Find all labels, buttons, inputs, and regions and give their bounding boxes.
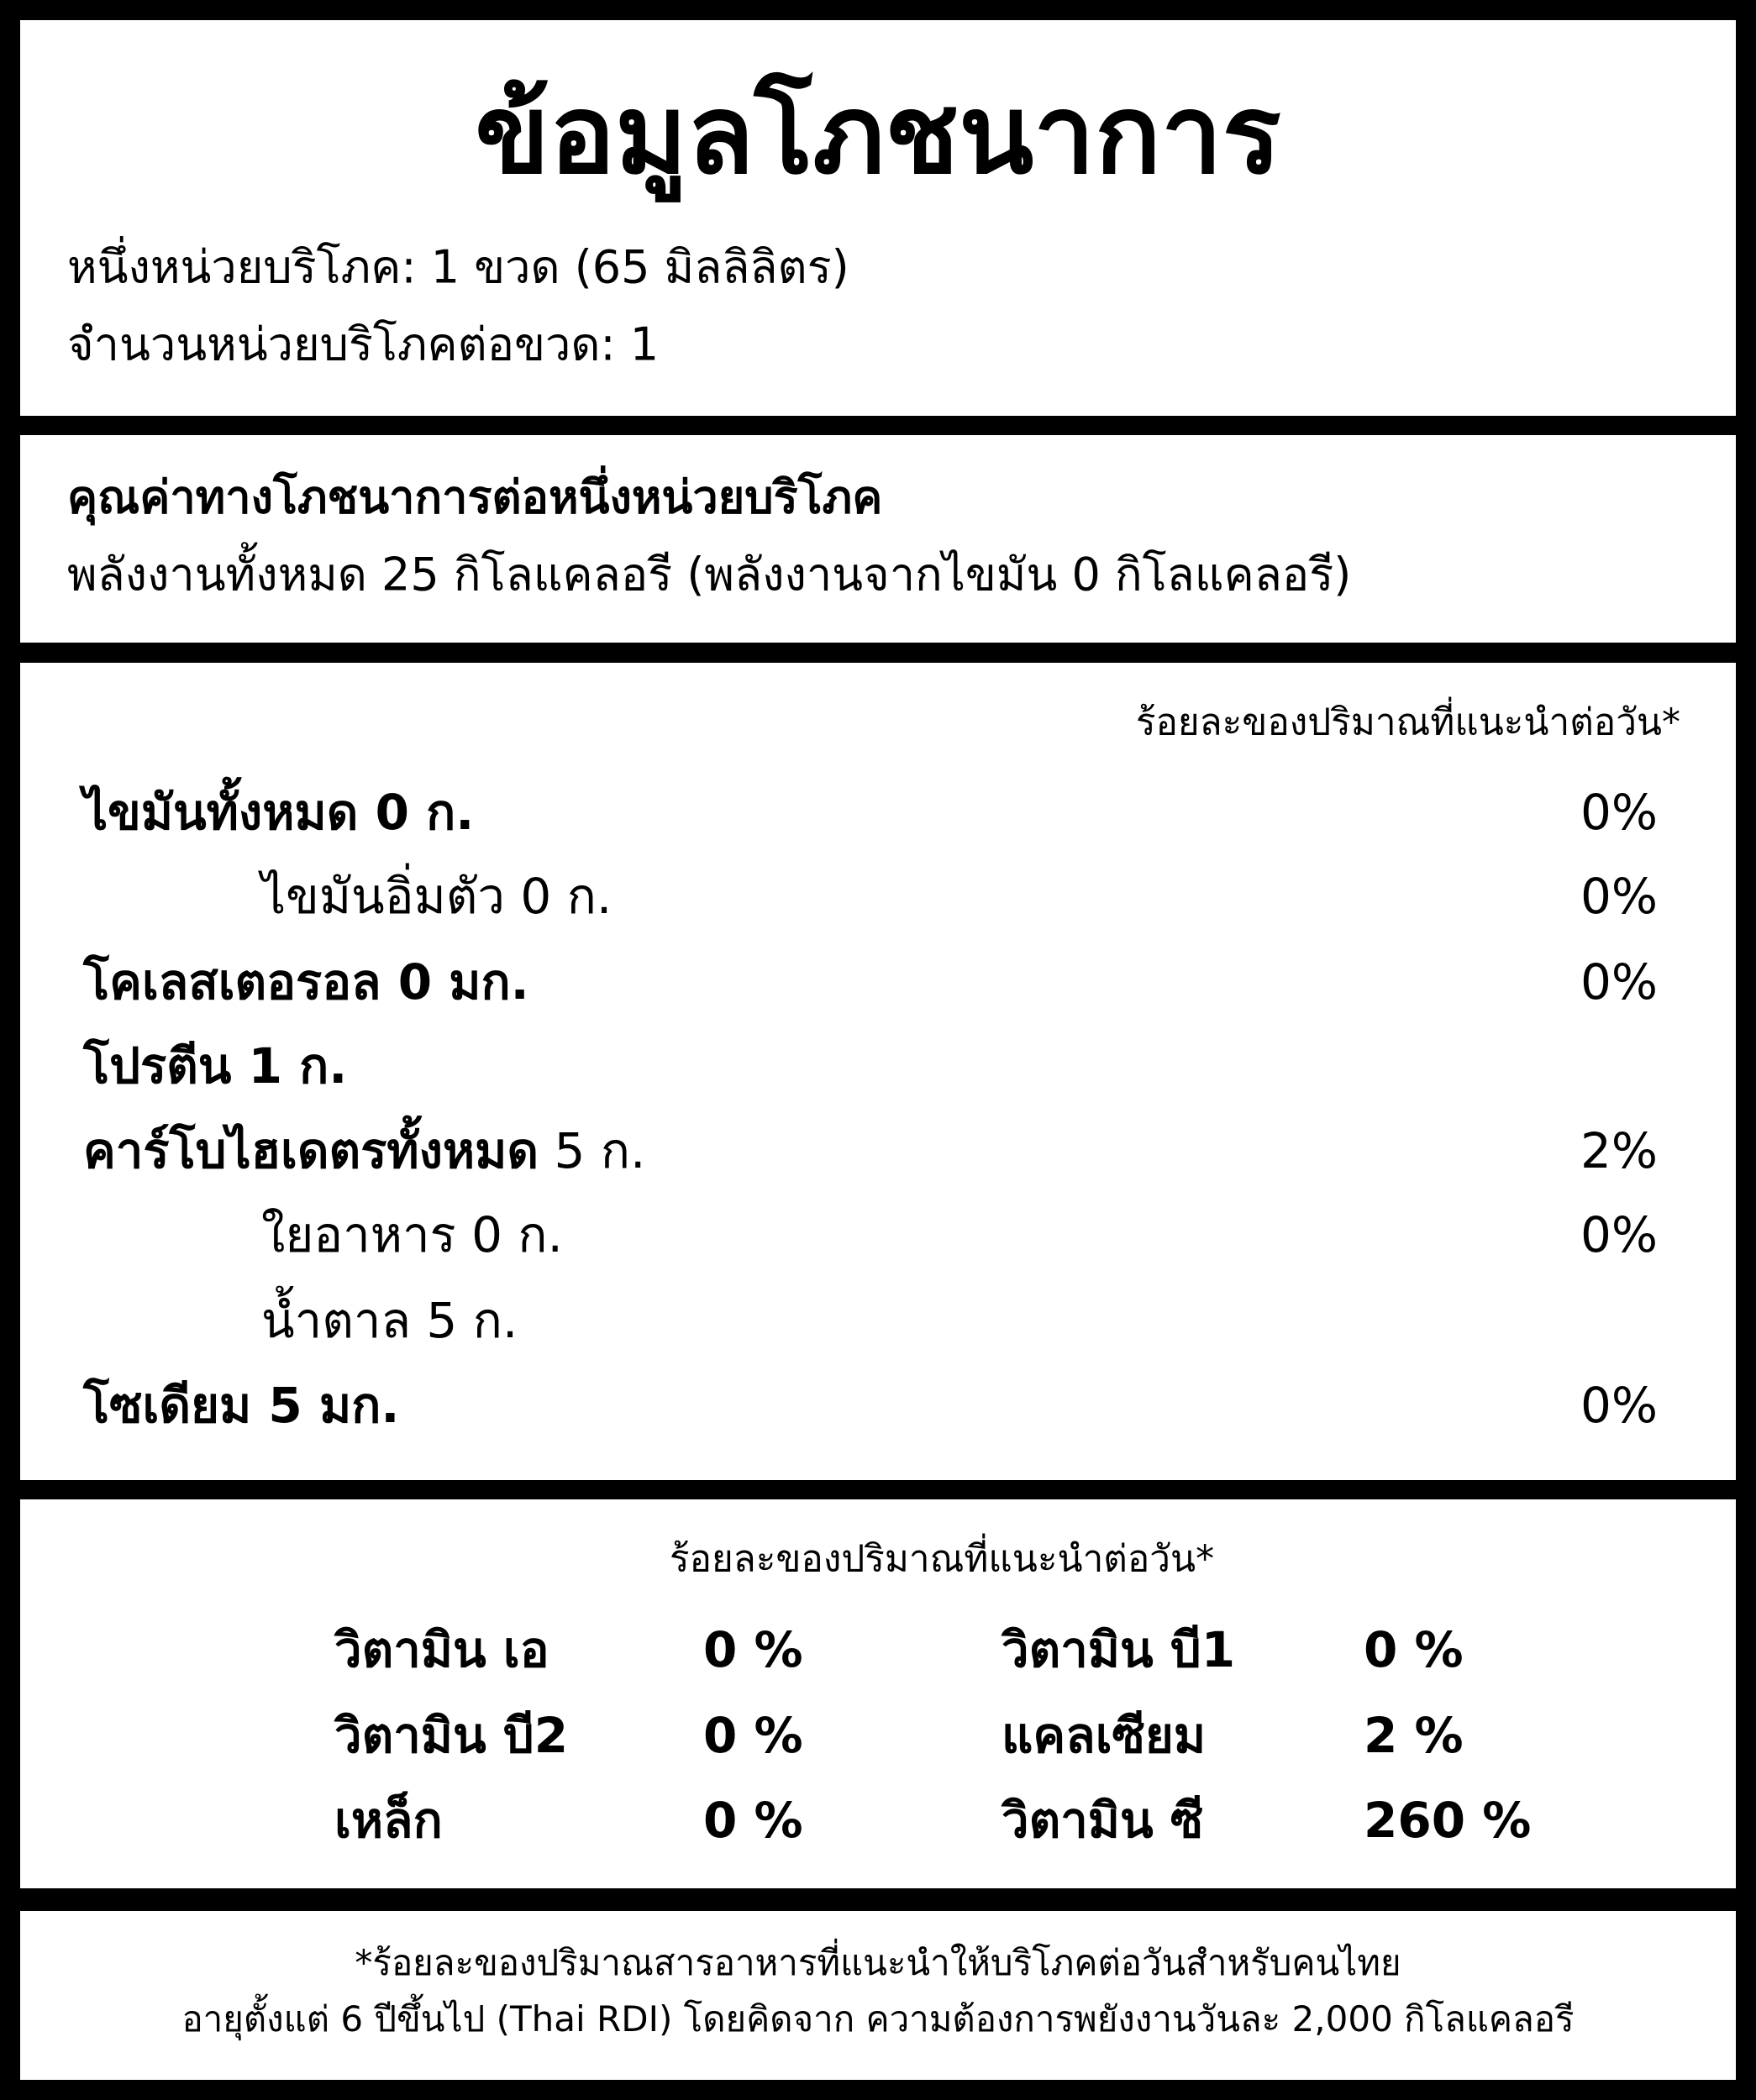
nutrient-row-cholesterol: โคเลสเตอรอล 0 มก. [83,953,529,1011]
nutrient-row-sugar: น้ำตาล 5 ก. [261,1292,518,1350]
serving-section: ข้อมูลโภชนาการ หนึ่งหน่วยบริโภค: 1 ขวด (… [20,20,1736,416]
nutrient-label: คาร์โบไฮเดตรทั้งหมด [83,1122,539,1180]
vitamin-value: 2 % [1364,1707,1464,1765]
nutrient-percent: 0% [1580,784,1658,842]
vitamin-name: วิตามิน บี2 [334,1707,569,1765]
vitamins-section: ร้อยละของปริมาณที่แนะนำต่อวัน* วิตามิน เ… [20,1499,1736,1888]
nutrient-row-protein: โปรตีน 1 ก. [83,1037,348,1095]
daily-value-header: ร้อยละของปริมาณที่แนะนำต่อวัน* [1135,701,1680,744]
vitamin-name: วิตามิน บี1 [1002,1621,1236,1679]
vitamin-value: 0 % [703,1621,803,1679]
label-title: ข้อมูลโภชนาการ [475,71,1281,198]
nutrient-percent: 0% [1580,1377,1658,1435]
nutrient-percent: 0% [1580,868,1658,926]
footnote-line: *ร้อยละของปริมาณสารอาหารที่แนะนำให้บริโภ… [355,1941,1401,1983]
nutrient-percent: 2% [1580,1122,1658,1180]
nutrients-section: ร้อยละของปริมาณที่แนะนำต่อวัน* ไขมันทั้ง… [20,663,1736,1480]
vitamin-name: วิตามิน ซี [1002,1792,1204,1850]
nutrient-row-carbohydrate: คาร์โบไฮเดตรทั้งหมด 5 ก. [83,1122,645,1181]
serving-size: หนึ่งหน่วยบริโภค: 1 ขวด (65 มิลลิลิตร) [67,240,849,294]
energy-section: คุณค่าทางโภชนาการต่อหนึ่งหน่วยบริโภค พลั… [20,435,1736,643]
footnote-section: *ร้อยละของปริมาณสารอาหารที่แนะนำให้บริโภ… [20,1911,1736,2080]
nutrient-percent: 0% [1580,953,1658,1011]
vitamin-value: 0 % [703,1707,803,1765]
nutrient-row-fiber: ใยอาหาร 0 ก. [261,1206,563,1264]
vitamin-name: เหล็ก [334,1792,443,1850]
daily-value-header: ร้อยละของปริมาณที่แนะนำต่อวัน* [669,1537,1215,1581]
vitamin-name: วิตามิน เอ [334,1621,549,1679]
footnote-line: อายุตั้งแต่ 6 ปีขึ้นไป (Thai RDI) โดยคิด… [181,1998,1575,2040]
nutrient-row-total-fat: ไขมันทั้งหมด 0 ก. [83,784,475,842]
energy-total: พลังงานทั้งหมด 25 กิโลแคลอรี (พลังงานจาก… [67,548,1352,601]
vitamin-value: 0 % [1364,1621,1464,1679]
nutrient-amount: 5 ก. [539,1122,646,1180]
nutrient-row-sodium: โซเดียม 5 มก. [83,1377,400,1435]
vitamin-value: 0 % [703,1792,803,1850]
nutrient-row-saturated-fat: ไขมันอิ่มตัว 0 ก. [261,868,612,926]
nutrient-percent: 0% [1580,1206,1658,1264]
servings-per-container: จำนวนหน่วยบริโภคต่อขวด: 1 [67,318,660,371]
energy-heading: คุณค่าทางโภชนาการต่อหนึ่งหน่วยบริโภค [67,470,883,524]
vitamin-value: 260 % [1364,1792,1532,1850]
vitamin-name: แคลเซียม [1002,1707,1207,1765]
